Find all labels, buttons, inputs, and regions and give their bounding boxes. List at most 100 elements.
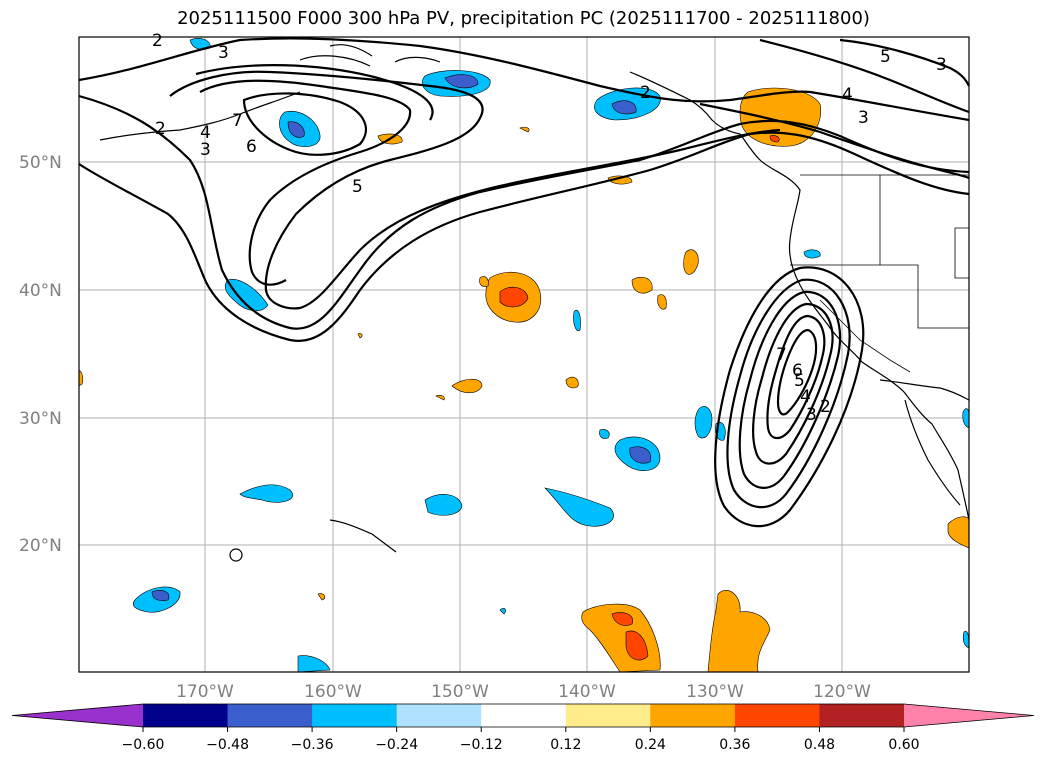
lat-label-20n: 20°N [19, 536, 62, 556]
colorbar-segment [312, 704, 398, 727]
colorbar-tick-label: −0.48 [206, 737, 249, 753]
pv-contour-ne-5 [839, 38, 970, 87]
colorbar-tick-label: 0.12 [550, 737, 581, 753]
colorbar-tick-label: −0.60 [122, 737, 165, 753]
hawaii-islands [329, 519, 397, 553]
precip-blob [611, 100, 637, 115]
pv-label: 4 [800, 387, 811, 407]
pv-label: 3 [806, 405, 817, 425]
cutoff-contour-2 [714, 266, 865, 528]
longitude-labels: 170°W 160°W 150°W 140°W 130°W 120°W [176, 682, 871, 702]
precip-blob [499, 608, 506, 615]
cutoff-contour-6 [766, 314, 826, 440]
pv-contour-3 [78, 94, 970, 330]
pv-label: 7 [232, 111, 243, 131]
lon-label-140w: 140°W [558, 682, 616, 702]
coastline-alaska-north [299, 44, 441, 67]
pv-label: 3 [200, 140, 211, 160]
pv-label: 2 [155, 119, 166, 139]
pv-label: 3 [936, 55, 947, 75]
pv-label: 6 [792, 361, 803, 381]
aleutian-islands [99, 91, 301, 141]
lat-label-50n: 50°N [19, 153, 62, 173]
precip-blob [544, 487, 614, 527]
colorbar-segment [565, 704, 651, 727]
precip-blob [297, 655, 331, 673]
precip-blob [317, 593, 326, 601]
pv-label: 5 [880, 47, 891, 67]
colorbar-segment [650, 704, 736, 727]
precip-blob [287, 121, 305, 138]
map-title: 2025111500 F000 300 hPa PV, precipitatio… [177, 8, 870, 29]
precip-blob [78, 369, 84, 387]
precip-blob [683, 249, 699, 275]
colorbar [11, 703, 1035, 728]
colorbar-tick-label: −0.12 [460, 737, 503, 753]
precip-blob [607, 175, 633, 185]
state-border [880, 264, 969, 329]
precip-blob [151, 590, 170, 602]
pv-label: 4 [200, 123, 211, 143]
precip-blob [451, 378, 483, 394]
pv-closed-contour-small [229, 548, 243, 562]
precip-blob [803, 249, 821, 259]
pv-label: 4 [842, 85, 853, 105]
precip-blob [519, 126, 530, 133]
cutoff-contour-5 [752, 302, 834, 465]
colorbar-extend-low [12, 704, 143, 727]
colorbar-tick-label: 0.36 [719, 737, 750, 753]
cutoff-contour-7 [776, 328, 818, 416]
colorbar-tick-label: 0.48 [804, 737, 835, 753]
lon-label-160w: 160°W [304, 682, 362, 702]
pv-contour-ne-3 [699, 102, 970, 180]
coastline-north-america [629, 71, 970, 521]
pv-contour-5 [199, 79, 412, 286]
precip-blob [625, 630, 649, 661]
cutoff-contour-3 [726, 278, 851, 509]
pv-contours [78, 37, 970, 528]
precip-blob [657, 294, 667, 310]
colorbar-segment [227, 704, 313, 727]
precip-blob [631, 277, 653, 294]
precip-blob [499, 286, 529, 308]
pv-label: 6 [246, 137, 257, 157]
precip-blob [573, 310, 581, 332]
lon-label-150w: 150°W [431, 682, 489, 702]
pv-label: 3 [858, 108, 869, 128]
coastline-baja [879, 379, 970, 401]
colorbar-segment [143, 704, 229, 727]
precip-blob [444, 74, 479, 89]
pv-contour-6 [242, 92, 368, 156]
precip-anomaly-fills [78, 38, 970, 673]
precip-blob [707, 590, 771, 673]
lat-label-40n: 40°N [19, 281, 62, 301]
precip-blob [599, 429, 610, 439]
precip-blob [424, 494, 463, 516]
lon-label-130w: 130°W [686, 682, 744, 702]
precip-blob [357, 333, 363, 339]
pv-contour-inner-7 [195, 64, 434, 121]
pv-contour-outer [78, 131, 970, 342]
precip-blob [769, 135, 780, 143]
colorbar-tick-labels: −0.60 −0.48 −0.36 −0.24 −0.12 0.12 0.24 0.36 0.4… [122, 727, 920, 753]
lon-label-120w: 120°W [813, 682, 871, 702]
colorbar-tick-label: −0.24 [375, 737, 418, 753]
precip-blob [479, 276, 489, 287]
coastline-gulf-california [904, 399, 961, 506]
precip-blob [239, 484, 293, 503]
precip-blob [611, 612, 633, 626]
colorbar-segment [396, 704, 482, 727]
precip-blob [435, 394, 445, 401]
colorbar-tick-label: −0.36 [291, 737, 334, 753]
cutoff-contour-4 [738, 290, 842, 489]
pv-label: 2 [820, 397, 831, 417]
precip-blob [565, 376, 579, 389]
colorbar-segment [734, 704, 820, 727]
lat-label-30n: 30°N [19, 409, 62, 429]
pv-label: 5 [352, 177, 363, 197]
colorbar-tick-label: 0.60 [888, 737, 919, 753]
latitude-labels: 50°N 40°N 30°N 20°N [19, 153, 62, 556]
pv-label: 2 [152, 31, 163, 51]
pv-label: 5 [794, 371, 805, 391]
